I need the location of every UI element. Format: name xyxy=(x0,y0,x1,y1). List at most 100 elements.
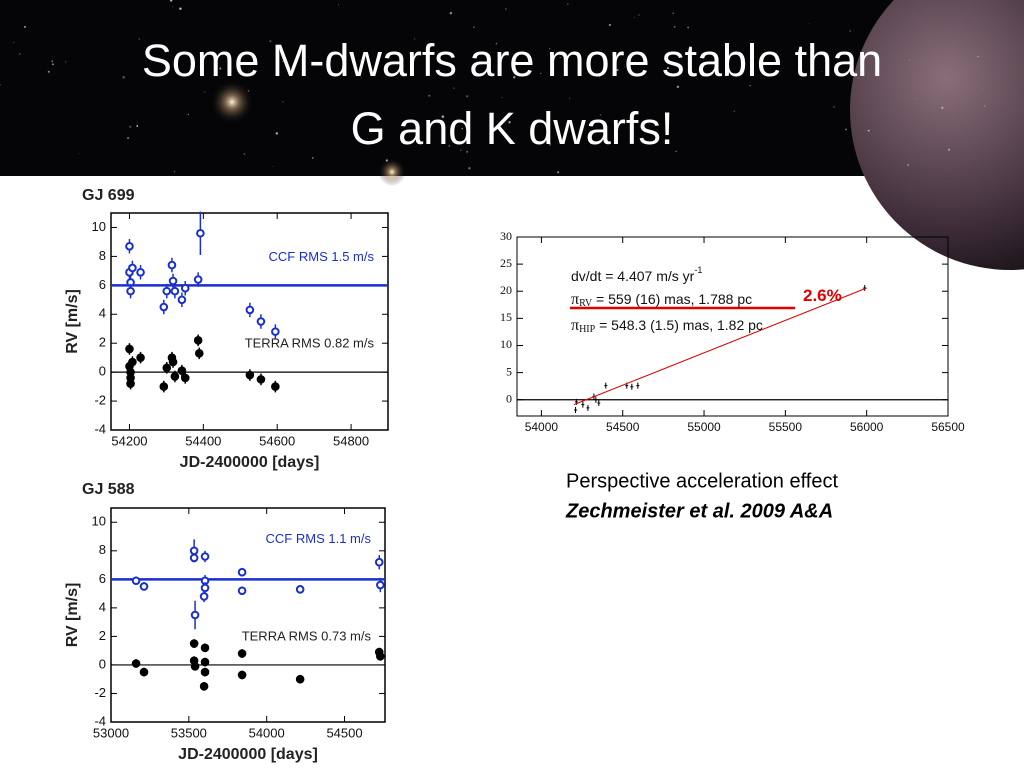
data-point xyxy=(190,662,200,671)
star-dot xyxy=(821,71,823,73)
y-tick-label: -2 xyxy=(94,685,106,700)
star-dot xyxy=(359,60,361,62)
star-dot xyxy=(466,150,469,153)
star-dot xyxy=(638,14,640,16)
data-point xyxy=(159,302,169,312)
data-point xyxy=(295,585,305,594)
star-dot xyxy=(179,7,182,10)
star-dot xyxy=(513,76,516,79)
data-point xyxy=(376,580,385,590)
star-dot xyxy=(569,98,571,100)
star-dot xyxy=(0,83,1,86)
reference-label: CCF RMS 1.5 m/s xyxy=(269,249,375,264)
star-dot xyxy=(78,152,80,154)
data-point xyxy=(597,399,601,406)
data-point xyxy=(139,582,149,591)
planet xyxy=(850,0,1024,270)
star-dot xyxy=(540,72,542,74)
star-dot xyxy=(676,85,680,89)
star-dot xyxy=(557,171,560,174)
star-dot xyxy=(599,76,601,78)
star-dot xyxy=(633,16,635,18)
data-point xyxy=(177,295,187,305)
y-tick-label: 6 xyxy=(99,571,106,586)
data-point xyxy=(126,379,135,389)
star-dot xyxy=(173,170,176,173)
data-point xyxy=(189,639,199,648)
x-tick-label: 55000 xyxy=(687,420,721,434)
data-point xyxy=(256,375,266,384)
data-point xyxy=(139,667,149,677)
y-tick-label: 6 xyxy=(99,277,106,292)
star-dot xyxy=(190,52,192,54)
annotation: dv/dt = 4.407 m/s yr-1 xyxy=(571,265,702,283)
star-dot xyxy=(453,87,455,89)
star-dot xyxy=(187,113,189,116)
data-point xyxy=(374,557,384,567)
data-point xyxy=(636,382,640,389)
star-dot xyxy=(247,89,250,92)
star-dot xyxy=(984,105,986,107)
y-axis-label: RV [m/s] xyxy=(64,583,81,648)
star-dot xyxy=(138,38,141,40)
star-dot xyxy=(172,6,174,7)
star-dot xyxy=(559,56,561,59)
star-dot xyxy=(282,60,284,63)
data-point xyxy=(199,682,209,691)
x-tick-label: 54500 xyxy=(326,725,362,740)
star-dot xyxy=(749,85,751,87)
y-tick-label: -4 xyxy=(94,421,106,436)
y-tick-label: 2 xyxy=(99,335,106,350)
star-dot xyxy=(18,52,21,55)
x-axis-label: JD-2400000 [days] xyxy=(180,454,320,471)
y-tick-label: 0 xyxy=(99,364,106,379)
data-point xyxy=(194,349,204,358)
reference-label: TERRA RMS 0.82 m/s xyxy=(245,336,375,351)
star-dot xyxy=(122,76,125,79)
data-point xyxy=(193,275,203,284)
data-point xyxy=(126,286,135,296)
x-axis-label: JD-2400000 [days] xyxy=(178,746,318,763)
data-point xyxy=(256,317,266,326)
star-dot xyxy=(624,66,626,68)
reference-label: CCF RMS 1.1 m/s xyxy=(266,531,372,546)
star-dot xyxy=(52,63,54,66)
star-dot xyxy=(468,167,471,170)
star-dot xyxy=(602,70,605,73)
star-dot xyxy=(129,125,132,128)
y-axis-label: RV [m/s] xyxy=(64,289,81,354)
star-dot xyxy=(907,164,909,166)
y-tick-label: 10 xyxy=(500,337,512,351)
y-tick-label: 15 xyxy=(500,310,512,324)
x-tick-label: 53000 xyxy=(93,725,129,740)
star-dot xyxy=(673,25,676,28)
chart-title: GJ 699 xyxy=(82,187,135,204)
star-dot xyxy=(915,98,917,100)
data-point xyxy=(167,260,177,270)
x-tick-label: 56000 xyxy=(850,420,884,434)
data-point xyxy=(168,357,178,367)
star xyxy=(210,80,254,124)
star-dot xyxy=(272,166,274,167)
data-point xyxy=(200,583,210,593)
x-tick-label: 54400 xyxy=(185,433,221,448)
x-tick-label: 54600 xyxy=(259,433,295,448)
data-point xyxy=(245,305,255,315)
star-dot xyxy=(136,125,139,127)
y-tick-label: 2 xyxy=(99,628,106,643)
data-point xyxy=(193,336,203,345)
y-tick-label: -4 xyxy=(94,713,106,728)
y-tick-label: 4 xyxy=(99,599,106,614)
star-dot xyxy=(461,127,463,130)
star-dot xyxy=(505,8,507,10)
annotation-subscript: HIP xyxy=(579,324,596,335)
data-point xyxy=(295,674,305,684)
star-dot xyxy=(65,61,67,63)
star-dot xyxy=(51,60,53,62)
x-tick-label: 53500 xyxy=(171,725,207,740)
data-point xyxy=(237,649,247,658)
y-tick-label: 0 xyxy=(99,656,106,671)
x-tick-label: 54000 xyxy=(525,420,559,434)
y-tick-label: 20 xyxy=(500,283,512,297)
